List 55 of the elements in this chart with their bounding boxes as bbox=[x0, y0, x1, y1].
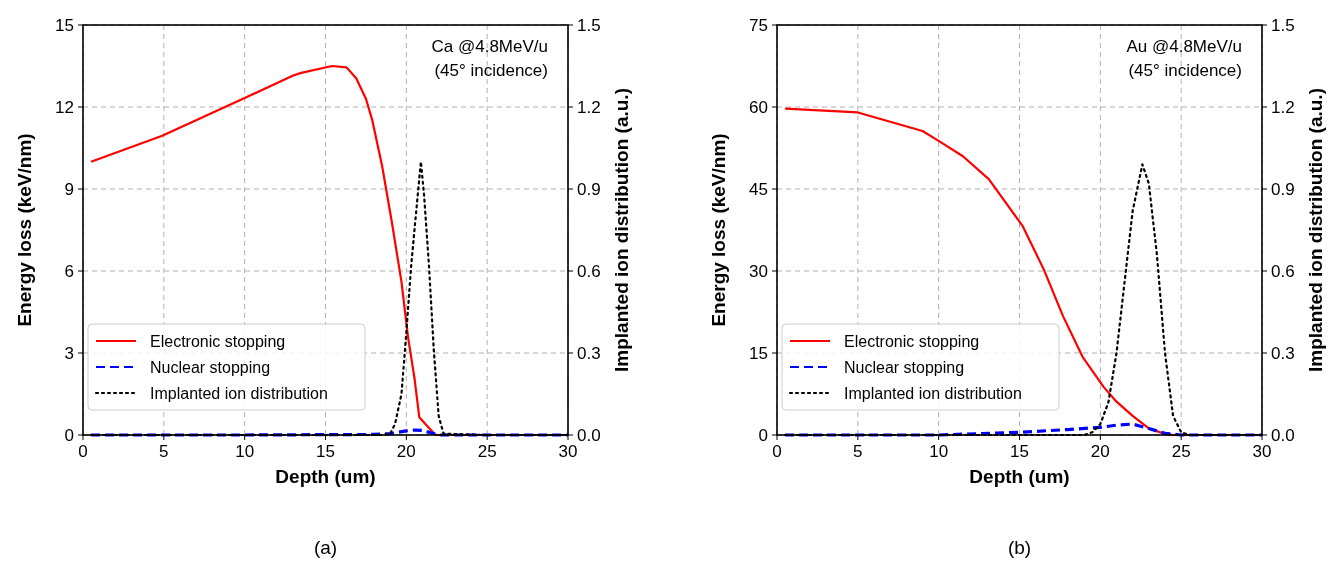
text: (a) bbox=[313, 537, 338, 558]
y2-tick-label: 0.0 bbox=[577, 426, 601, 445]
y2-tick-label: 1.5 bbox=[577, 16, 601, 35]
y2-tick-label: 1.2 bbox=[577, 98, 601, 117]
x-axis-title: Depth (um) bbox=[275, 466, 376, 487]
y2-tick-label: 1.5 bbox=[1271, 16, 1295, 35]
x-tick-label: 5 bbox=[159, 442, 169, 461]
y-tick-label: 45 bbox=[749, 180, 768, 199]
y-axis-title: Energy loss (keV/nm) bbox=[708, 133, 729, 327]
y2-tick-label: 0.6 bbox=[577, 262, 601, 281]
y-tick-label: 3 bbox=[64, 344, 74, 363]
y2-tick-label: 0.6 bbox=[1271, 262, 1295, 281]
x-tick-label: 20 bbox=[1090, 442, 1110, 461]
y2-tick-label: 1.2 bbox=[1271, 98, 1295, 117]
x-tick-label: 0 bbox=[78, 442, 88, 461]
x-tick-label: 20 bbox=[396, 442, 416, 461]
legend-label: Nuclear stopping bbox=[150, 359, 271, 376]
y-tick-label: 6 bbox=[64, 262, 74, 281]
annotation: Au @4.8MeV/u (45° incidence) bbox=[1126, 37, 1242, 80]
y2-tick-label: 0.3 bbox=[577, 344, 601, 363]
x-tick-label: 10 bbox=[235, 442, 255, 461]
y-tick-label: 30 bbox=[749, 262, 768, 281]
legend-label: Electronic stopping bbox=[844, 333, 980, 350]
x-tick-label: 15 bbox=[1010, 442, 1029, 461]
x-tick-label: 15 bbox=[316, 442, 335, 461]
text: (b) bbox=[1007, 537, 1032, 558]
y-tick-label: 0 bbox=[758, 426, 768, 445]
x-tick-label: 10 bbox=[929, 442, 949, 461]
y2-axis-title: Implanted ion distribution (a.u.) bbox=[611, 88, 632, 372]
y-tick-label: 15 bbox=[749, 344, 768, 363]
x-tick-label: 30 bbox=[558, 442, 578, 461]
x-tick-label: 25 bbox=[477, 442, 497, 461]
y2-tick-label: 0.3 bbox=[1271, 344, 1295, 363]
x-tick-label: 0 bbox=[772, 442, 782, 461]
legend-label: Electronic stopping bbox=[150, 333, 286, 350]
x-tick-label: 5 bbox=[853, 442, 863, 461]
x-axis-title: Depth (um) bbox=[969, 466, 1070, 487]
legend-label: Implanted ion distribution bbox=[150, 385, 328, 402]
y2-axis-title: Implanted ion distribution (a.u.) bbox=[1305, 88, 1326, 372]
y-tick-label: 0 bbox=[64, 426, 74, 445]
annotation: Ca @4.8MeV/u (45° incidence) bbox=[431, 37, 548, 80]
y2-tick-label: 0.9 bbox=[1271, 180, 1295, 199]
x-tick-label: 25 bbox=[1171, 442, 1191, 461]
y-tick-label: 75 bbox=[749, 16, 768, 35]
x-tick-label: 30 bbox=[1252, 442, 1272, 461]
y2-tick-label: 0.0 bbox=[1271, 426, 1295, 445]
y2-tick-label: 0.9 bbox=[577, 180, 601, 199]
line-series bbox=[783, 422, 1264, 437]
legend-label: Nuclear stopping bbox=[844, 359, 965, 376]
y-tick-label: 9 bbox=[64, 180, 74, 199]
y-axis-title: Energy loss (keV/nm) bbox=[14, 133, 35, 327]
y-tick-label: 15 bbox=[55, 16, 74, 35]
y-tick-label: 12 bbox=[55, 98, 74, 117]
legend-label: Implanted ion distribution bbox=[844, 385, 1022, 402]
y-tick-label: 60 bbox=[749, 98, 768, 117]
